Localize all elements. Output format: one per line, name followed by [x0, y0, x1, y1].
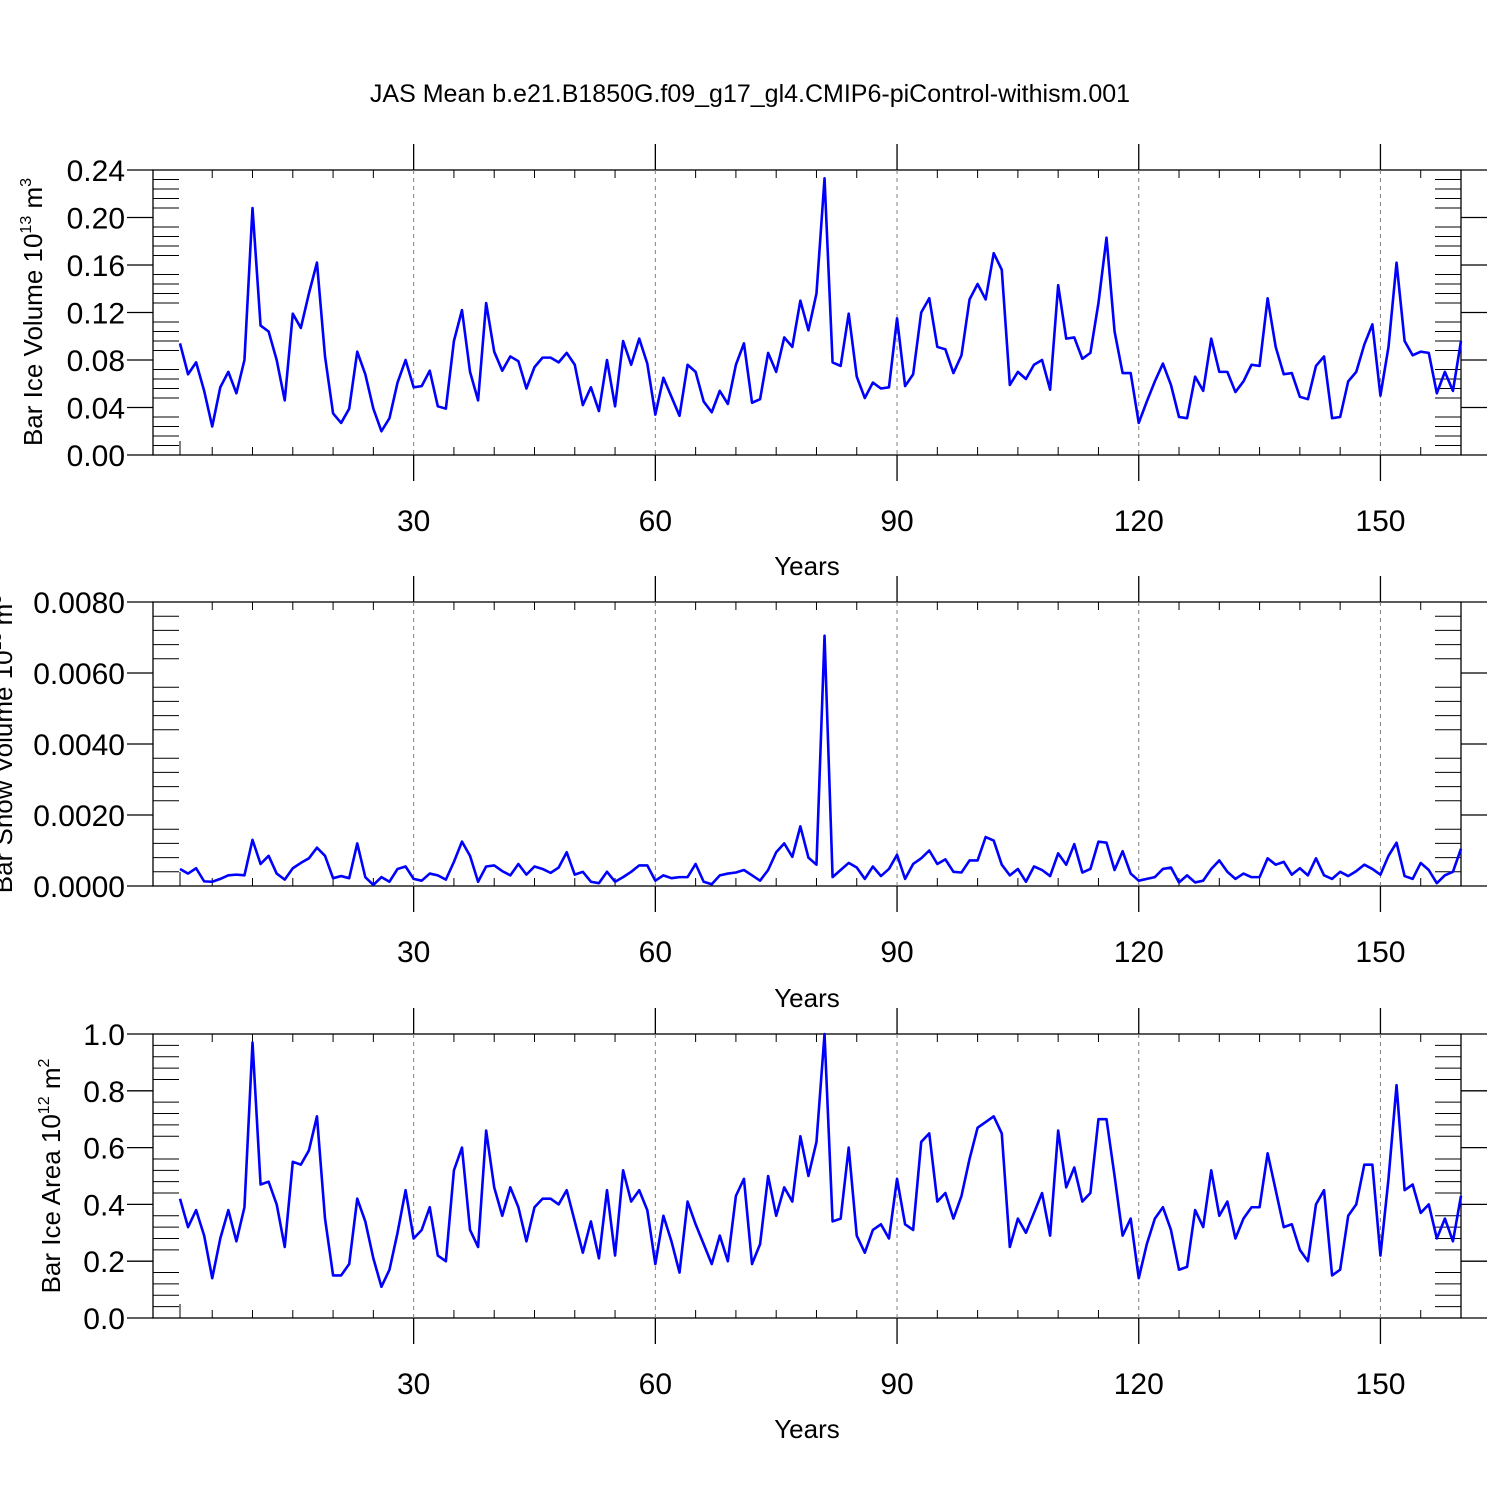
- x-tick-label: 150: [1355, 1368, 1405, 1401]
- y-tick-label: 0.4: [83, 1189, 125, 1222]
- x-tick-label: 60: [639, 936, 672, 969]
- y-tick-label: 0.2: [83, 1246, 125, 1279]
- x-tick-label: 90: [880, 505, 913, 538]
- y-tick-label: 0.04: [67, 393, 125, 426]
- y-tick-label: 0.6: [83, 1133, 125, 1166]
- y-axis-title-part: Bar Snow Volume 10: [0, 650, 18, 893]
- plot-frame-2: [152, 601, 1462, 887]
- x-tick-label: 30: [397, 1368, 430, 1401]
- y-tick-label: 0.0000: [33, 871, 125, 904]
- y-tick-label: 0.8: [83, 1076, 125, 1109]
- x-tick-label: 60: [639, 505, 672, 538]
- x-tick-label: 30: [397, 505, 430, 538]
- y-tick-label: 0.00: [67, 440, 125, 473]
- y-axis-title-superscript: 3: [18, 178, 35, 187]
- y-axis-title-superscript: 13: [18, 216, 35, 234]
- data-line-1: [178, 177, 1463, 433]
- x-tick-label: 90: [880, 1368, 913, 1401]
- y-tick-label: 0.08: [67, 345, 125, 378]
- x-tick-label: 90: [880, 936, 913, 969]
- y-tick-label: 0.20: [67, 203, 125, 236]
- y-tick-label: 1.0: [83, 1019, 125, 1052]
- x-tick-label: 120: [1114, 936, 1164, 969]
- y-axis-title-superscript: 2: [36, 1058, 53, 1067]
- plot-frame-3: [152, 1033, 1462, 1319]
- y-axis-title: Bar Snow Volume 1013 m3: [0, 595, 18, 894]
- x-axis-title: Years: [774, 1414, 840, 1444]
- y-axis-title-part: m: [36, 1067, 66, 1096]
- data-line-2: [179, 634, 1463, 887]
- y-axis-title-superscript: 12: [36, 1096, 53, 1114]
- y-tick-label: 0.24: [67, 155, 125, 188]
- y-tick-label: 0.0020: [33, 800, 125, 833]
- x-axis-title: Years: [774, 983, 840, 1013]
- x-tick-label: 120: [1114, 505, 1164, 538]
- y-axis-title-part: Bar Ice Area 10: [36, 1114, 66, 1293]
- y-axis-title-part: m: [0, 604, 18, 633]
- y-axis-title-part: m: [18, 187, 48, 216]
- x-tick-label: 60: [639, 1368, 672, 1401]
- chart-title: JAS Mean b.e21.B1850G.f09_g17_gl4.CMIP6-…: [369, 80, 1131, 108]
- x-tick-label: 150: [1355, 936, 1405, 969]
- y-axis-title-part: Bar Ice Volume 10: [18, 234, 48, 446]
- y-tick-label: 0.0040: [33, 729, 125, 762]
- y-axis-title-superscript: 3: [0, 595, 5, 604]
- x-tick-label: 120: [1114, 1368, 1164, 1401]
- y-tick-label: 0.0: [83, 1303, 125, 1336]
- y-axis-title: Bar Ice Volume 1013 m3: [18, 178, 48, 446]
- y-axis-title: Bar Ice Area 1012 m2: [36, 1058, 66, 1293]
- x-axis-title: Years: [774, 551, 840, 581]
- y-axis-title-superscript: 13: [0, 632, 5, 650]
- y-tick-label: 0.0060: [33, 658, 125, 691]
- y-tick-label: 0.16: [67, 250, 125, 283]
- y-tick-label: 0.12: [67, 298, 125, 331]
- x-tick-label: 150: [1355, 505, 1405, 538]
- y-tick-label: 0.0080: [33, 587, 125, 620]
- data-line-3: [178, 1032, 1463, 1289]
- x-tick-label: 30: [397, 936, 430, 969]
